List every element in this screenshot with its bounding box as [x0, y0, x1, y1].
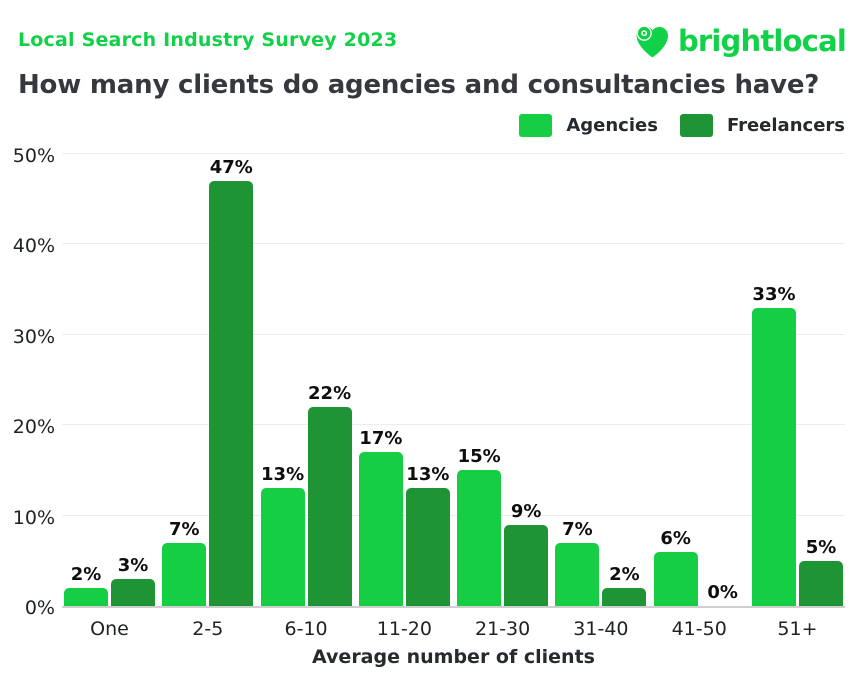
gridline-10	[62, 514, 845, 516]
y-tick-label: 0%	[24, 597, 55, 619]
gridline-20	[62, 424, 845, 426]
value-label: 13%	[406, 464, 450, 486]
chart-title: How many clients do agencies and consult…	[18, 70, 820, 100]
bar-agencies-One	[64, 587, 108, 606]
bar-freelancers-31-40	[602, 587, 647, 606]
x-tick-label: 6-10	[284, 618, 328, 640]
gridline-30	[62, 333, 845, 335]
bar-slot-freelancers: 2%	[602, 156, 647, 606]
bar-group-One: 2% 3% One	[64, 156, 155, 640]
logo-text: brightlocal	[677, 24, 847, 58]
gridline-40	[62, 243, 845, 245]
bar-freelancers-One	[111, 578, 155, 606]
bar-freelancers-51+	[798, 560, 843, 606]
x-tick-label: 2-5	[192, 618, 224, 640]
value-label: 7%	[169, 518, 200, 540]
y-axis-labels: 0% 10% 20% 30% 40% 50%	[0, 146, 55, 618]
bar-slot-agencies: 2%	[64, 156, 108, 606]
y-tick-label: 20%	[12, 416, 55, 439]
bar-freelancers-2-5	[209, 181, 254, 606]
value-label: 47%	[209, 157, 253, 179]
y-tick-label: 10%	[12, 506, 55, 529]
bar-group-41-50: 6% 0% 41-50	[653, 156, 745, 640]
bar-slot-freelancers: 9%	[504, 156, 549, 606]
value-label: 22%	[308, 383, 352, 405]
heart-pin-icon	[636, 25, 668, 58]
bar-slot-freelancers: 5%	[798, 156, 843, 606]
value-label: 15%	[457, 446, 501, 468]
bar-groups: 2% 3% One 7% 47% 2-5 13% 22% 6-10 17% 13% 11-20 15% 9…	[62, 156, 845, 640]
bar-agencies-21-30	[457, 470, 502, 606]
bar-group-21-30: 15% 9% 21-30	[457, 156, 549, 640]
value-label: 2%	[70, 563, 102, 585]
bar-group-2-5: 7% 47% 2-5	[162, 156, 254, 640]
x-tick-label: 11-20	[376, 618, 432, 640]
bar-agencies-2-5	[162, 542, 207, 606]
bar-agencies-41-50	[653, 551, 698, 606]
bar-agencies-11-20	[358, 452, 403, 606]
bar-group-11-20: 17% 13% 11-20	[358, 156, 450, 640]
bar-slot-freelancers: 47%	[209, 156, 254, 606]
bar-agencies-6-10	[260, 488, 305, 606]
bar-slot-agencies: 6%	[653, 156, 698, 606]
value-label: 6%	[660, 527, 691, 549]
agencies-legend-label: Agencies	[566, 115, 658, 136]
legend-item-freelancers: Freelancers	[679, 114, 845, 137]
bar-slot-agencies: 33%	[751, 156, 796, 606]
x-axis-title: Average number of clients	[312, 646, 595, 668]
value-label: 3%	[117, 554, 149, 576]
brightlocal-logo: brightlocal	[632, 21, 847, 61]
gridline-50	[62, 153, 845, 154]
bar-slot-freelancers: 13%	[405, 156, 450, 606]
x-tick-label: One	[90, 618, 129, 640]
value-label: 2%	[609, 563, 640, 585]
bar-slot-agencies: 7%	[555, 156, 600, 606]
value-label: 5%	[805, 536, 837, 558]
x-tick-label: 41-50	[671, 618, 727, 640]
value-label: 17%	[359, 428, 403, 450]
value-label: 33%	[752, 283, 796, 305]
bar-group-31-40: 7% 2% 31-40	[555, 156, 647, 640]
x-tick-label: 21-30	[475, 618, 531, 640]
bar-agencies-51+	[751, 307, 796, 606]
y-tick-label: 30%	[12, 325, 55, 348]
bar-slot-freelancers: 0%	[701, 156, 745, 606]
y-tick-label: 40%	[12, 235, 55, 258]
plot-area: 2% 3% One 7% 47% 2-5 13% 22% 6-10 17% 13% 11-20 15% 9…	[62, 153, 845, 640]
bar-freelancers-11-20	[405, 488, 450, 606]
legend-item-agencies: Agencies	[519, 114, 658, 137]
bar-slot-freelancers: 3%	[111, 156, 155, 606]
bar-slot-agencies: 15%	[457, 156, 502, 606]
value-label: 9%	[510, 500, 542, 522]
value-label: 7%	[562, 518, 593, 540]
kicker-text: Local Search Industry Survey 2023	[18, 29, 398, 51]
legend: Agencies Freelancers	[519, 114, 845, 137]
bar-group-6-10: 13% 22% 6-10	[260, 156, 352, 640]
value-label: 0%	[707, 582, 738, 603]
y-tick-label: 50%	[12, 145, 55, 167]
bar-group-51+: 33% 5% 51+	[751, 156, 843, 640]
bar-freelancers-21-30	[504, 524, 549, 606]
bar-slot-agencies: 17%	[358, 156, 403, 606]
bar-agencies-31-40	[555, 542, 600, 606]
value-label: 13%	[261, 464, 305, 486]
x-tick-label: 51+	[777, 618, 818, 640]
bar-slot-freelancers: 22%	[307, 156, 352, 606]
x-tick-label: 31-40	[573, 618, 629, 640]
freelancers-swatch	[679, 114, 713, 137]
bar-freelancers-6-10	[307, 407, 352, 606]
agencies-swatch	[519, 114, 553, 137]
bar-slot-agencies: 13%	[260, 156, 305, 606]
freelancers-legend-label: Freelancers	[726, 115, 845, 136]
bar-slot-agencies: 7%	[162, 156, 207, 606]
